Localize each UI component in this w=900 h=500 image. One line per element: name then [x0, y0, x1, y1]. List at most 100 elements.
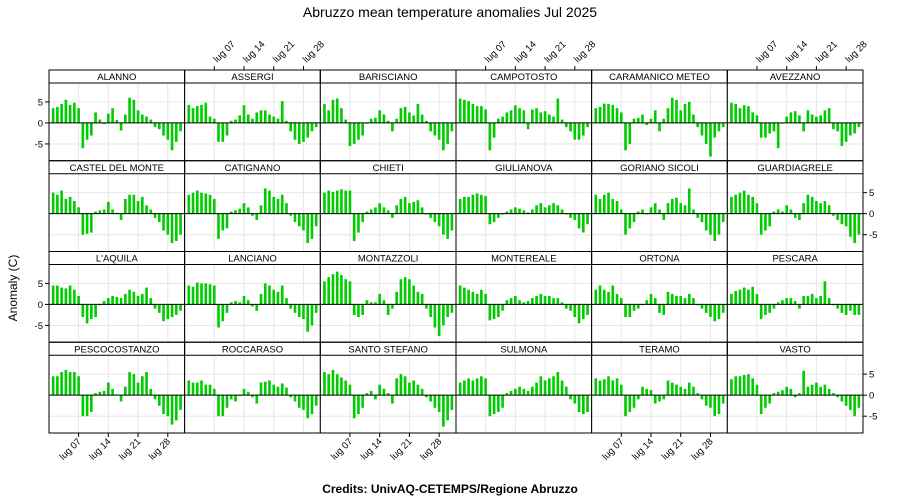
bar-lanciano [204, 283, 208, 305]
bar-roccaraso [280, 383, 284, 396]
bar-chieti [340, 189, 343, 214]
bar-catignano [212, 198, 216, 214]
bar-montereale [569, 304, 572, 311]
bar-l-aquila [174, 304, 178, 315]
bar-castel-del-monte [179, 213, 182, 235]
bar-santo-stefano [335, 374, 339, 396]
bar-roccaraso [259, 382, 263, 396]
bar-assergi [268, 114, 271, 123]
bar-roccaraso [297, 395, 301, 408]
bar-alanno [132, 99, 136, 123]
bar-teramo [615, 378, 619, 396]
bar-montazzoli [429, 304, 432, 318]
bar-ortona [679, 296, 683, 305]
bar-castel-del-monte [51, 192, 55, 214]
bar-guardiagrele [853, 213, 856, 244]
bar-campotosto [484, 109, 487, 123]
panel-title: GORIANO SICOLI [620, 163, 699, 174]
x-tick-label: lug 07 [329, 436, 355, 462]
bar-goriano-sicoli [675, 197, 678, 214]
bar-teramo [679, 386, 683, 396]
bar-caramanico-meteo [704, 122, 708, 144]
bar-teramo [721, 395, 725, 404]
x-tick-label: lug 14 [630, 436, 656, 462]
y-tick-label: -5 [869, 230, 877, 241]
bar-roccaraso [306, 395, 310, 419]
bar-avezzano [857, 122, 861, 128]
bar-caramanico-meteo [636, 117, 640, 123]
bar-roccaraso [255, 395, 259, 404]
bar-goriano-sicoli [687, 188, 691, 214]
bar-santo-stefano [361, 395, 364, 408]
bar-l-aquila [132, 291, 136, 305]
bar-giulianova [531, 209, 534, 214]
bar-sulmona [518, 386, 521, 396]
bar-l-aquila [157, 304, 161, 313]
bar-guardiagrele [806, 194, 810, 214]
bar-guardiagrele [798, 213, 801, 220]
bar-castel-del-monte [149, 209, 153, 214]
bar-vasto [802, 370, 805, 396]
bar-castel-del-monte [85, 213, 89, 234]
x-tick-label: lug 07 [58, 436, 84, 462]
bar-assergi [310, 122, 314, 132]
bar-caramanico-meteo [598, 106, 602, 123]
bar-pescocostanzo [166, 395, 170, 417]
bar-montereale [484, 293, 487, 305]
bar-santo-stefano [365, 393, 369, 396]
bar-teramo [649, 390, 653, 396]
bar-ortona [619, 298, 623, 305]
bar-catignano [302, 213, 305, 231]
bar-catignano [297, 213, 301, 227]
bar-vasto [730, 379, 733, 396]
bar-giulianova [581, 213, 585, 233]
bar-teramo [658, 395, 661, 402]
bar-montereale [548, 296, 551, 305]
bar-castel-del-monte [136, 201, 140, 214]
bar-pescara [802, 296, 805, 305]
bar-avezzano [815, 116, 818, 123]
bar-alanno [107, 113, 110, 123]
bar-avezzano [827, 108, 831, 123]
bar-lanciano [234, 301, 237, 305]
bar-montereale [556, 298, 560, 305]
y-tick-label: 0 [869, 209, 874, 220]
bar-avezzano [793, 111, 797, 123]
bar-l-aquila [162, 304, 165, 322]
bar-guardiagrele [730, 196, 733, 214]
bar-avezzano [755, 115, 759, 123]
y-tick-label: -5 [869, 412, 877, 423]
bar-avezzano [768, 122, 771, 134]
bar-caramanico-meteo [717, 122, 721, 132]
panel-title: MONTAZZOLI [358, 254, 419, 265]
bar-barisciano [416, 104, 420, 123]
bar-campotosto [569, 122, 572, 132]
bar-pescocostanzo [73, 372, 76, 396]
bar-roccaraso [204, 384, 208, 396]
bar-barisciano [403, 106, 407, 123]
bar-assergi [242, 105, 246, 123]
bar-teramo [628, 395, 632, 412]
bar-giulianova [539, 203, 543, 214]
panel-title: VASTO [780, 344, 811, 355]
bar-alanno [124, 114, 127, 123]
bar-campotosto [509, 110, 513, 123]
bar-castel-del-monte [102, 209, 106, 214]
bar-lanciano [310, 304, 314, 326]
bar-l-aquila [77, 296, 80, 305]
bar-roccaraso [229, 395, 233, 400]
bar-montazzoli [437, 304, 441, 336]
bar-montereale [463, 287, 466, 305]
bar-l-aquila [81, 304, 85, 318]
panel-title: CATIGNANO [225, 163, 281, 174]
x-tick-label: lug 21 [542, 39, 568, 65]
bar-goriano-sicoli [636, 211, 640, 214]
bar-montazzoli [331, 274, 335, 305]
bar-assergi [276, 118, 280, 123]
bar-barisciano [323, 104, 326, 123]
bar-montereale [543, 296, 547, 305]
bar-pescocostanzo [119, 395, 123, 402]
bar-alanno [102, 122, 106, 125]
bar-santo-stefano [420, 388, 424, 396]
bar-lanciano [208, 284, 212, 305]
